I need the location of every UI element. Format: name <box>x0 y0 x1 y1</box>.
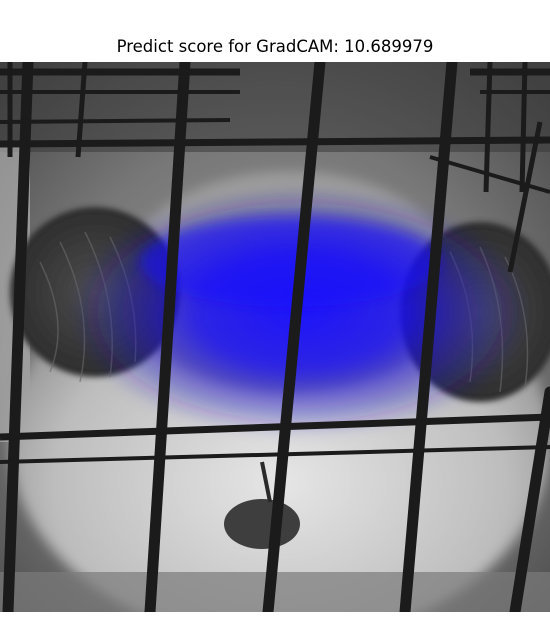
figure-title: Predict score for GradCAM: 10.689979 <box>116 37 434 56</box>
gradcam-overlay-icon <box>0 62 550 612</box>
gradcam-image <box>0 62 550 612</box>
